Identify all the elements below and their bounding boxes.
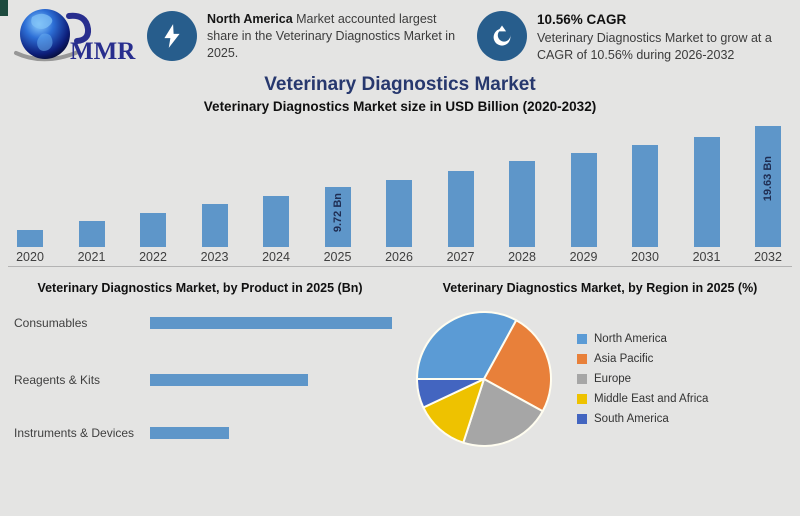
bar-chart-x-axis: 2020 2021 2022 2023 2024 2025 2026 2027 2028 2029… [0,250,800,265]
bar-2023 [201,204,228,247]
legend-swatch-icon [577,414,587,424]
bar-2022 [140,213,166,247]
bar-2020 [17,230,43,247]
legend-item-asia-pacific: Asia Pacific [577,349,708,369]
bar-2021 [78,221,105,247]
highlight2-body: Veterinary Diagnostics Market to grow at… [537,31,772,62]
x-tick-2021: 2021 [77,250,106,264]
legend-label: South America [594,413,669,425]
x-tick-2026: 2026 [385,250,413,264]
legend-swatch-icon [577,334,587,344]
x-tick-2032: 2032 [754,250,782,264]
mmr-logo: MMR [12,6,142,68]
x-tick-2024: 2024 [262,250,290,264]
highlight1-icon-circle [147,11,197,61]
bar-2025: 9.72 Bn [324,187,351,247]
pie-slice-europe [462,378,544,447]
legend-item-middle-east-and-africa: Middle East and Africa [577,389,708,409]
bar-value-label-2025: 9.72 Bn [331,193,344,233]
market-size-bar-chart: 9.72 Bn 19.63 Bn [0,118,800,247]
x-tick-2029: 2029 [569,250,598,264]
bar-2032: 19.63 Bn [755,126,781,247]
axis-separator-line [8,266,792,267]
growth-cycle-icon [493,25,511,46]
product-label-0: Consumables [14,316,88,330]
x-tick-2028: 2028 [508,250,536,264]
x-tick-2030: 2030 [631,250,659,264]
highlight2-icon-circle [477,11,527,61]
bar-chart-title: Veterinary Diagnostics Market size in US… [203,99,597,114]
highlight1-bold: North America [207,12,293,26]
x-tick-2027: 2027 [446,250,475,264]
highlight1-text: North America Market accounted largest s… [207,11,461,61]
cagr-value: 10.56% CAGR [537,12,627,27]
legend-swatch-icon [577,394,587,404]
corner-mark [0,0,8,16]
bar-2027 [447,171,474,247]
x-tick-2031: 2031 [692,250,721,264]
legend-item-south-america: South America [577,409,708,429]
product-label-1: Reagents & Kits [14,373,101,387]
bar-2029 [570,153,597,247]
product-bar-0 [150,317,392,329]
x-tick-2025: 2025 [323,250,352,264]
legend-item-north-america: North America [577,329,708,349]
legend-swatch-icon [577,354,587,364]
bar-2028 [509,161,535,247]
x-tick-2020: 2020 [16,250,44,264]
highlight2-text: 10.56% CAGR Veterinary Diagnostics Market… [537,11,793,64]
legend-item-europe: Europe [577,369,708,389]
bar-2024 [263,196,289,247]
highlight1-body: Market accounted largest share in the Ve… [207,12,456,60]
pie-slice-middle-east-and-africa [422,378,485,444]
bar-value-label-2032: 19.63 Bn [762,156,774,202]
lightning-icon [164,24,180,48]
pie-slice-asia-pacific [483,319,552,413]
svg-text:MMR: MMR [70,38,136,65]
legend-label: Asia Pacific [594,353,654,365]
region-pie-legend: North America Asia Pacific Europe Middle Ea… [577,329,708,429]
x-tick-2023: 2023 [200,250,229,264]
product-bar-1 [150,374,308,386]
region-chart-title: Veterinary Diagnostics Market, by Region… [442,281,758,295]
legend-label: Europe [594,373,632,385]
product-chart-title: Veterinary Diagnostics Market, by Produc… [37,281,363,295]
pie-slice-north-america [416,311,518,380]
bar-2031 [693,137,720,247]
bar-2030 [632,145,658,247]
product-label-2: Instruments & Devices [14,426,135,440]
legend-label: North America [594,333,667,345]
legend-label: Middle East and Africa [594,393,709,405]
product-bar-2 [150,427,229,439]
bar-2026 [386,180,412,247]
x-tick-2022: 2022 [139,250,167,264]
region-pie-chart [416,311,552,447]
legend-swatch-icon [577,374,587,384]
pie-slice-south-america [416,378,485,409]
globe-logo-icon: MMR [14,9,136,65]
page-title: Veterinary Diagnostics Market [264,74,536,95]
